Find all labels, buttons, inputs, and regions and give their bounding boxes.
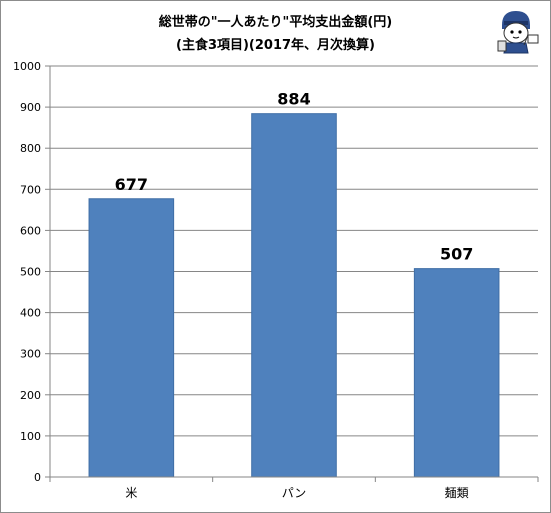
- y-tick-label: 0: [34, 471, 41, 484]
- bar: [251, 113, 337, 478]
- chart-title: 総世帯の"一人あたり"平均支出金額(円): [158, 15, 393, 30]
- mascot-logo: [497, 11, 539, 54]
- x-tick-label: 米: [125, 486, 137, 500]
- data-label: 677: [115, 175, 148, 194]
- y-tick-label: 100: [20, 430, 41, 443]
- y-tick-label: 800: [20, 142, 41, 155]
- x-tick-label: 麺類: [445, 486, 469, 500]
- y-tick-label: 300: [20, 348, 41, 361]
- y-tick-label: 200: [20, 389, 41, 402]
- bar: [88, 198, 175, 478]
- y-tick-label: 400: [20, 307, 41, 320]
- bar: [413, 268, 500, 478]
- y-tick-label: 500: [20, 266, 41, 279]
- x-tick-label: パン: [282, 486, 307, 500]
- y-tick-label: 900: [20, 101, 41, 114]
- chart-subtitle: (主食3項目)(2017年、月次換算): [176, 38, 375, 53]
- y-tick-label: 1000: [13, 60, 41, 73]
- data-label: 507: [440, 245, 473, 264]
- y-tick-label: 700: [20, 183, 41, 196]
- y-tick-label: 600: [20, 224, 41, 237]
- data-label: 884: [277, 90, 310, 109]
